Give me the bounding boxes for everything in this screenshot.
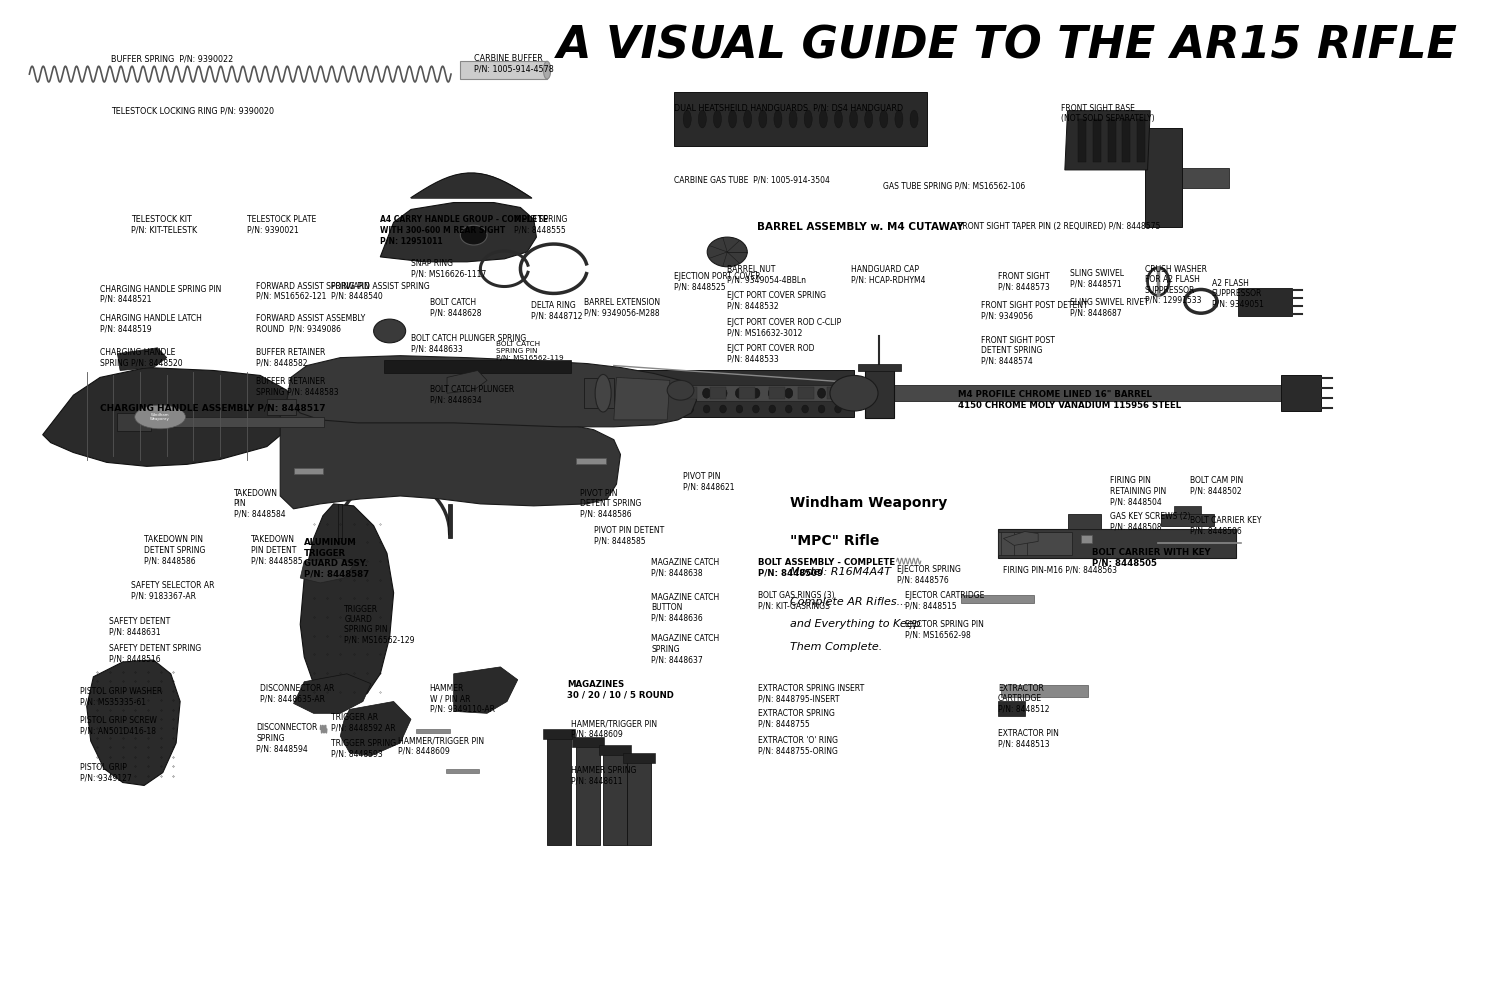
Text: PISTOL GRIP SCREW
P/N: AN501D416-18: PISTOL GRIP SCREW P/N: AN501D416-18 (80, 716, 158, 736)
Text: FRONT SIGHT BASE
(NOT SOLD SEPARATELY): FRONT SIGHT BASE (NOT SOLD SEPARATELY) (1060, 104, 1155, 124)
Text: BUFFER SPRING  P/N: 9390022: BUFFER SPRING P/N: 9390022 (111, 54, 232, 63)
Bar (710, 387, 726, 399)
Ellipse shape (834, 388, 842, 398)
Text: SNAP RING
P/N: MS16626-1117: SNAP RING P/N: MS16626-1117 (411, 259, 486, 279)
Bar (1174, 506, 1202, 514)
Ellipse shape (753, 405, 759, 413)
Bar (267, 395, 387, 417)
Ellipse shape (804, 111, 812, 128)
Polygon shape (286, 356, 696, 427)
Bar (1078, 119, 1086, 162)
Bar (446, 769, 478, 773)
Ellipse shape (543, 61, 550, 79)
Bar (573, 737, 604, 747)
Text: BOLT CATCH PLUNGER SPRING
P/N: 8448633: BOLT CATCH PLUNGER SPRING P/N: 8448633 (411, 334, 526, 354)
Text: CHARGING HANDLE LATCH
P/N: 8448519: CHARGING HANDLE LATCH P/N: 8448519 (100, 314, 202, 334)
Text: DISCONNECTOR
SPRING
P/N: 8448594: DISCONNECTOR SPRING P/N: 8448594 (256, 723, 318, 753)
Ellipse shape (638, 388, 645, 398)
Ellipse shape (638, 405, 644, 413)
Text: HAMMER/TRIGGER PIN
P/N: 8448609: HAMMER/TRIGGER PIN P/N: 8448609 (398, 736, 484, 756)
Bar (864, 369, 894, 418)
Ellipse shape (789, 111, 796, 128)
Text: FRONT SIGHT
P/N: 8448573: FRONT SIGHT P/N: 8448573 (998, 272, 1050, 291)
Text: FORWARD ASSIST SPRING
P/N: 8448540: FORWARD ASSIST SPRING P/N: 8448540 (332, 282, 429, 301)
Polygon shape (381, 203, 537, 262)
Text: EJCT PORT COVER SPRING
P/N: 8448532: EJCT PORT COVER SPRING P/N: 8448532 (728, 291, 827, 311)
Ellipse shape (714, 111, 722, 128)
Circle shape (706, 237, 747, 267)
Circle shape (668, 380, 694, 400)
Polygon shape (447, 370, 488, 393)
Text: TAKEDOWN
PIN
P/N: 8448584: TAKEDOWN PIN P/N: 8448584 (234, 489, 285, 519)
Text: BOLT ASSEMBLY - COMPLETE
P/N: 8448509: BOLT ASSEMBLY - COMPLETE P/N: 8448509 (758, 558, 896, 578)
Ellipse shape (670, 388, 678, 398)
Text: BOLT CATCH
SPRING PIN
P/N: MS16562-119: BOLT CATCH SPRING PIN P/N: MS16562-119 (496, 341, 564, 361)
Text: EXTRACTOR SPRING INSERT
P/N: 8448795-INSERT: EXTRACTOR SPRING INSERT P/N: 8448795-INS… (758, 684, 864, 703)
Ellipse shape (686, 388, 694, 398)
Bar (622, 753, 656, 763)
Bar (1161, 514, 1215, 526)
Text: BARREL EXTENSION
P/N: 9349056-M288: BARREL EXTENSION P/N: 9349056-M288 (585, 298, 660, 318)
Text: EXTRACTOR
CARTRIDGE
P/N: 8448512: EXTRACTOR CARTRIDGE P/N: 8448512 (998, 684, 1050, 713)
Ellipse shape (802, 405, 808, 413)
Polygon shape (1004, 532, 1038, 545)
Ellipse shape (818, 405, 825, 413)
Text: EJECTOR CARTRIDGE
P/N: 8448515: EJECTOR CARTRIDGE P/N: 8448515 (904, 591, 984, 611)
Bar (1122, 119, 1130, 162)
Bar (543, 729, 574, 739)
Text: HANDGUARD CAP
P/N: HCAP-RDHYM4: HANDGUARD CAP P/N: HCAP-RDHYM4 (852, 265, 926, 285)
Text: DUAL HEATSHEILD HANDGUARDS  P/N: DS4 HANDGUARD: DUAL HEATSHEILD HANDGUARDS P/N: DS4 HAND… (674, 104, 903, 113)
Text: FORWARD ASSIST ASSEMBLY
ROUND  P/N: 9349086: FORWARD ASSIST ASSEMBLY ROUND P/N: 93490… (256, 314, 366, 334)
Bar (417, 729, 450, 733)
Bar (998, 532, 1071, 555)
Text: HAMMER SPRING
P/N: 8448611: HAMMER SPRING P/N: 8448611 (572, 766, 636, 785)
Bar (576, 458, 606, 464)
Text: CHARGING HANDLE ASSEMBLY P/N: 8448517: CHARGING HANDLE ASSEMBLY P/N: 8448517 (100, 403, 326, 412)
Polygon shape (453, 667, 518, 713)
Text: TRIGGER AR
P/N: 8448592 AR: TRIGGER AR P/N: 8448592 AR (332, 713, 396, 733)
Bar (267, 399, 296, 415)
Bar (338, 504, 342, 538)
Text: CHARGING HANDLE
SPRING P/N: 8448520: CHARGING HANDLE SPRING P/N: 8448520 (100, 348, 183, 368)
Text: EXTRACTOR 'O' RING
P/N: 8448755-ORING: EXTRACTOR 'O' RING P/N: 8448755-ORING (758, 736, 839, 756)
Bar (1281, 375, 1322, 411)
Bar (858, 364, 900, 371)
Ellipse shape (784, 388, 792, 398)
Circle shape (830, 375, 878, 411)
Text: Complete AR Rifles...: Complete AR Rifles... (790, 597, 908, 607)
Circle shape (374, 319, 405, 343)
Bar (798, 387, 814, 399)
Text: MAGAZINE CATCH
P/N: 8448638: MAGAZINE CATCH P/N: 8448638 (651, 558, 720, 578)
Text: TELESTOCK LOCKING RING P/N: 9390020: TELESTOCK LOCKING RING P/N: 9390020 (111, 107, 274, 116)
Text: FRONT SIGHT POST
DETENT SPRING
P/N: 8448574: FRONT SIGHT POST DETENT SPRING P/N: 8448… (981, 336, 1054, 366)
Bar (1107, 119, 1116, 162)
Circle shape (460, 225, 488, 245)
Ellipse shape (729, 111, 736, 128)
Text: EXTRACTOR SPRING
P/N: 8448755: EXTRACTOR SPRING P/N: 8448755 (758, 709, 836, 729)
Polygon shape (340, 701, 411, 756)
Text: EJCT PORT COVER ROD
P/N: 8448533: EJCT PORT COVER ROD P/N: 8448533 (728, 344, 815, 364)
Bar (828, 387, 843, 399)
Bar (585, 378, 614, 408)
Ellipse shape (702, 388, 711, 398)
Ellipse shape (864, 111, 873, 128)
Text: GAS KEY SCREWS (2)
P/N: 8448508: GAS KEY SCREWS (2) P/N: 8448508 (1110, 512, 1191, 532)
Ellipse shape (670, 405, 676, 413)
Text: SAFETY DETENT
P/N: 8448631: SAFETY DETENT P/N: 8448631 (110, 618, 171, 637)
Ellipse shape (849, 111, 858, 128)
Bar (1144, 128, 1182, 227)
Polygon shape (87, 660, 180, 785)
Bar (598, 745, 632, 755)
Text: EJCT PORT COVER ROD C-CLIP
P/N: MS16632-3012: EJCT PORT COVER ROD C-CLIP P/N: MS16632-… (728, 318, 842, 338)
Text: A VISUAL GUIDE TO THE AR15 RIFLE: A VISUAL GUIDE TO THE AR15 RIFLE (556, 25, 1458, 68)
Bar (681, 387, 696, 399)
Ellipse shape (910, 111, 918, 128)
Text: EJECTOR SPRING
P/N: 8448576: EJECTOR SPRING P/N: 8448576 (897, 565, 960, 585)
Text: BOLT GAS RINGS (3)
P/N: KIT-GASRINGS: BOLT GAS RINGS (3) P/N: KIT-GASRINGS (758, 591, 834, 611)
Ellipse shape (718, 388, 728, 398)
Text: Windham
Weaponry: Windham Weaponry (150, 413, 170, 421)
Ellipse shape (735, 388, 744, 398)
Ellipse shape (654, 405, 660, 413)
Text: and Everything to Keep: and Everything to Keep (790, 619, 921, 629)
Text: A4 CARRY HANDLE GROUP - COMPLETE
WITH 300-600 M REAR SIGHT
P/N: 12951011: A4 CARRY HANDLE GROUP - COMPLETE WITH 30… (381, 215, 549, 245)
